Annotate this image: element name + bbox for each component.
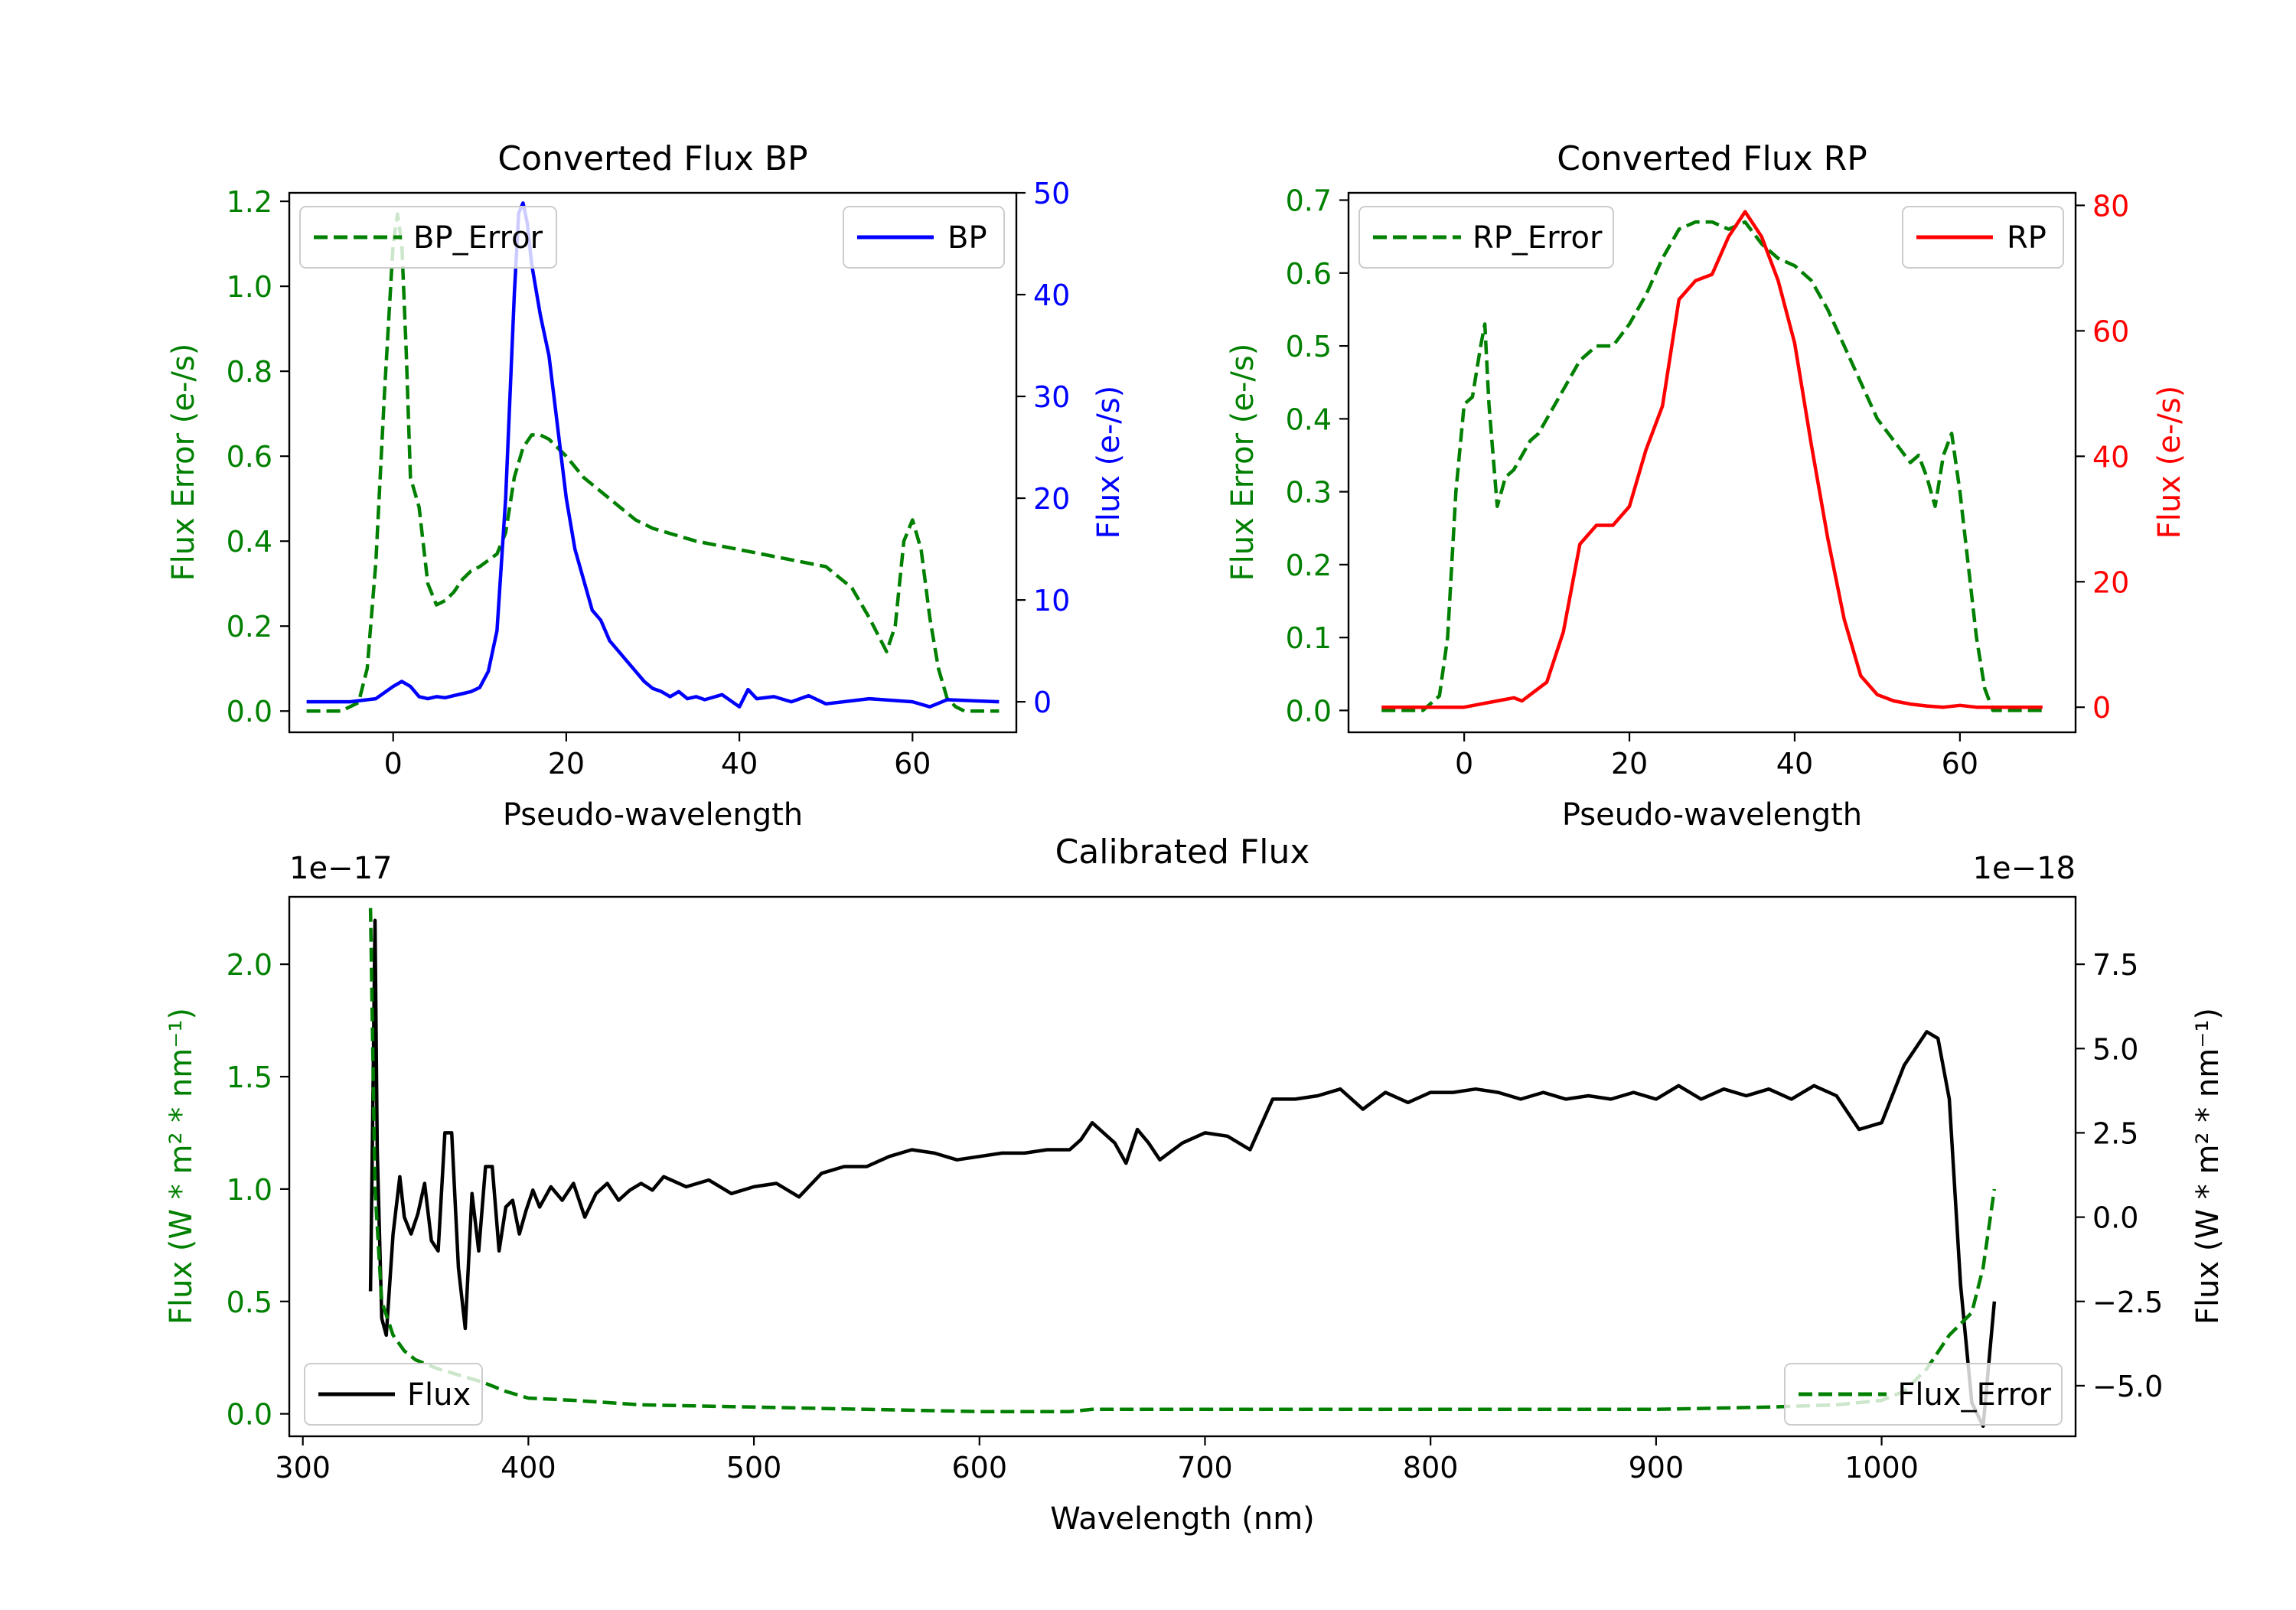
cal-series-flux-line	[368, 918, 1997, 1429]
cal-left-ytick-label: 2.0	[227, 948, 272, 982]
rp-left-ytick-label: 0.2	[1286, 549, 1332, 582]
rp-right-ytick-label: 0	[2092, 691, 2111, 725]
bp-legend-label: BP	[947, 220, 987, 256]
cal-xtick-label: 600	[952, 1451, 1008, 1485]
cal-right-ytick-label: −5.0	[2092, 1370, 2163, 1403]
cal-left-ytick-label: 1.5	[227, 1061, 272, 1094]
bp-error-legend-label: BP_Error	[413, 220, 543, 256]
rp-right-ytick-label: 20	[2092, 565, 2129, 599]
cal-left-ytick-label: 1.0	[227, 1173, 272, 1207]
rp-xtick-label: 0	[1455, 747, 1473, 781]
rp-xtick-label: 20	[1611, 747, 1648, 781]
bp-right-ylabel: Flux (e-/s)	[1091, 386, 1127, 539]
rp-error-legend: RP_Error	[1358, 206, 1614, 269]
flux-legend-label: Flux	[407, 1377, 471, 1413]
flux-error-legend-label: Flux_Error	[1897, 1377, 2051, 1413]
bp-axes-frame	[288, 191, 1018, 734]
rp-left-ytick-label: 0.7	[1286, 184, 1332, 218]
rp-left-ylabel: Flux Error (e-/s)	[1225, 344, 1261, 582]
bp-legend: BP	[843, 206, 1005, 269]
cal-xtick-label: 500	[726, 1451, 782, 1485]
calibrated-panel: Calibrated Flux 1e−17 1e−18 300 400 500 600…	[164, 833, 2226, 1537]
calibrated-right-ylabel: Flux (W * m² * nm⁻¹)	[2190, 1008, 2226, 1325]
bp-right-ytick-label: 10	[1033, 584, 1070, 618]
rp-xtick-label: 40	[1776, 747, 1813, 781]
rp-legend-label: RP	[2007, 220, 2047, 256]
calibrated-left-ylabel: Flux (W * m² * nm⁻¹)	[164, 1008, 199, 1325]
cal-xtick-label: 900	[1629, 1451, 1684, 1485]
cal-xtick-label: 300	[275, 1451, 331, 1485]
rp-right-ylabel: Flux (e-/s)	[2152, 386, 2187, 539]
rp-series-rp-line	[1381, 210, 2043, 709]
bp-left-ytick-label: 1.2	[227, 185, 272, 219]
rp-left-ytick-label: 0.6	[1286, 257, 1332, 291]
cal-left-ytick-label: 0.5	[227, 1286, 272, 1319]
cal-xtick-label: 1000	[1844, 1451, 1919, 1485]
rp-xtick-label: 60	[1942, 747, 1978, 781]
rp-right-ytick-label: 60	[2092, 315, 2129, 348]
calibrated-title: Calibrated Flux	[1055, 833, 1310, 872]
rp-panel: Converted Flux RP 0 20 40 60 0.0 0.1 0.2 0.3 0.…	[1225, 139, 2187, 833]
bp-xtick-label: 40	[721, 747, 758, 781]
bp-xtick-label: 60	[894, 747, 931, 781]
bp-left-ylabel: Flux Error (e-/s)	[166, 344, 201, 582]
rp-series-rp-error-line	[1381, 220, 2043, 712]
bp-xlabel: Pseudo-wavelength	[503, 797, 803, 833]
rp-left-ytick-label: 0.0	[1286, 694, 1332, 728]
rp-legend: RP	[1902, 206, 2064, 269]
rp-error-legend-label: RP_Error	[1473, 220, 1603, 256]
bp-left-ytick-label: 0.0	[227, 695, 272, 728]
cal-right-ytick-label: −2.5	[2092, 1286, 2163, 1319]
bp-left-ytick-label: 1.0	[227, 270, 272, 304]
bp-left-ytick-label: 0.6	[227, 440, 272, 474]
bp-title: Converted Flux BP	[497, 139, 807, 178]
cal-xtick-label: 800	[1403, 1451, 1459, 1485]
rp-left-ytick-label: 0.3	[1286, 476, 1332, 510]
rp-right-ytick-label: 80	[2092, 189, 2129, 223]
bp-xtick-label: 20	[548, 747, 585, 781]
rp-title: Converted Flux RP	[1557, 139, 1867, 178]
cal-left-ytick-label: 0.0	[227, 1398, 272, 1432]
flux-legend: Flux	[304, 1363, 483, 1426]
bp-panel: Converted Flux BP 0 20 40 60 0.0 0.2 0.4 0.6 0.…	[166, 139, 1127, 833]
bp-series-bp-error-line	[306, 212, 1000, 713]
calibrated-xlabel: Wavelength (nm)	[1050, 1501, 1315, 1537]
flux-error-legend: Flux_Error	[1784, 1363, 2063, 1426]
bp-error-legend: BP_Error	[299, 206, 557, 269]
bp-right-ytick-label: 50	[1033, 177, 1070, 210]
calibrated-left-offset-text: 1e−17	[289, 851, 392, 886]
cal-right-ytick-label: 5.0	[2092, 1032, 2138, 1066]
rp-xlabel: Pseudo-wavelength	[1562, 797, 1862, 833]
cal-xtick-label: 400	[501, 1451, 556, 1485]
bp-right-ytick-label: 40	[1033, 279, 1070, 312]
bp-right-ytick-label: 0	[1033, 686, 1052, 719]
bp-xtick-label: 0	[384, 747, 403, 781]
bp-left-ytick-label: 0.4	[227, 525, 272, 559]
rp-left-ytick-label: 0.5	[1286, 330, 1332, 363]
calibrated-right-offset-text: 1e−18	[1973, 851, 2076, 886]
cal-right-ytick-label: 2.5	[2092, 1116, 2138, 1150]
cal-right-ytick-label: 7.5	[2092, 948, 2138, 982]
cal-xtick-label: 700	[1177, 1451, 1233, 1485]
bp-right-ytick-label: 20	[1033, 482, 1070, 516]
rp-left-ytick-label: 0.4	[1286, 402, 1332, 436]
bp-right-ytick-label: 30	[1033, 380, 1070, 414]
bp-left-ytick-label: 0.2	[227, 610, 272, 644]
rp-axes-frame	[1347, 191, 2077, 734]
bp-left-ytick-label: 0.8	[227, 355, 272, 389]
rp-left-ytick-label: 0.1	[1286, 621, 1332, 655]
calibrated-axes-frame	[288, 895, 2077, 1438]
bp-series-bp-line	[306, 201, 1000, 709]
rp-right-ytick-label: 40	[2092, 440, 2129, 474]
cal-right-ytick-label: 0.0	[2092, 1201, 2138, 1235]
